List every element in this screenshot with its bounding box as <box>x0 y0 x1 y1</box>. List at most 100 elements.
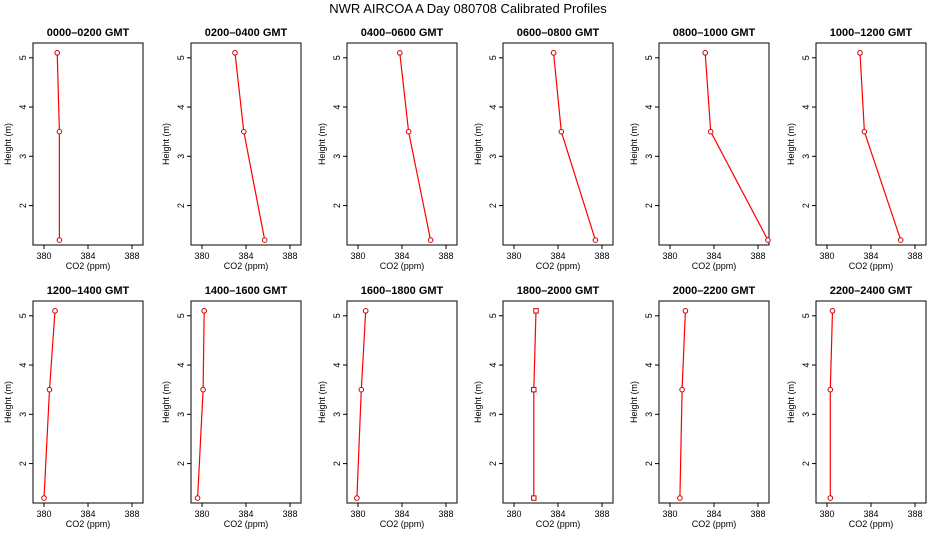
y-axis-label: Height (m) <box>161 123 171 165</box>
y-tick-label: 2 <box>644 461 654 466</box>
y-tick-label: 2 <box>488 203 498 208</box>
x-tick-label: 388 <box>907 509 922 519</box>
x-axis-label: CO2 (ppm) <box>536 519 581 529</box>
panel-11: 2000–2200 GMT 380 384 388 2 3 4 5 CO2 (ppm) Heigh… <box>629 285 770 529</box>
data-point <box>41 495 47 501</box>
panel-9: 1600–1800 GMT 380 384 388 2 3 4 5 CO2 (ppm) Heigh… <box>317 285 458 529</box>
panel-title: 0800–1000 GMT <box>673 27 756 39</box>
y-tick-label: 4 <box>801 363 811 368</box>
y-axis-label: Height (m) <box>786 123 796 165</box>
data-point <box>427 237 434 243</box>
x-tick-label: 384 <box>238 509 253 519</box>
x-axis-label: CO2 (ppm) <box>224 519 269 529</box>
data-point <box>201 308 207 314</box>
panel-title: 2200–2400 GMT <box>830 285 913 297</box>
y-tick-label: 4 <box>18 363 28 368</box>
x-tick-label: 388 <box>594 509 609 519</box>
x-axis-label: CO2 (ppm) <box>849 519 894 529</box>
plot-frame <box>658 42 770 246</box>
x-tick-label: 384 <box>394 251 409 261</box>
y-tick-label: 3 <box>644 412 654 417</box>
y-tick-label: 3 <box>644 154 654 159</box>
data-point <box>702 50 709 56</box>
profile-line <box>679 310 686 499</box>
panel-10: 1800–2000 GMT 380 384 388 2 3 4 5 CO2 (ppm) Heigh… <box>473 285 614 529</box>
y-tick-label: 2 <box>644 203 654 208</box>
x-tick-label: 388 <box>282 509 297 519</box>
data-point <box>861 128 868 135</box>
plot-frame <box>658 300 770 504</box>
data-point <box>531 495 537 501</box>
data-point <box>679 386 685 393</box>
data-point <box>362 308 369 314</box>
y-tick-label: 5 <box>644 55 654 60</box>
y-tick-label: 2 <box>18 203 28 208</box>
x-axis-label: CO2 (ppm) <box>380 261 425 271</box>
y-tick-label: 2 <box>176 461 186 466</box>
x-tick-label: 384 <box>863 251 878 261</box>
y-axis-label: Height (m) <box>629 123 639 165</box>
x-tick-label: 384 <box>550 509 565 519</box>
y-axis-label: Height (m) <box>473 381 483 423</box>
x-tick-label: 380 <box>350 251 365 261</box>
data-point <box>827 495 834 501</box>
y-tick-label: 3 <box>332 154 342 159</box>
y-tick-label: 4 <box>488 105 498 110</box>
x-axis-label: CO2 (ppm) <box>380 519 425 529</box>
x-axis-label: CO2 (ppm) <box>66 261 111 271</box>
y-tick-label: 2 <box>801 461 811 466</box>
data-point <box>54 50 61 56</box>
x-tick-label: 380 <box>506 251 521 261</box>
x-axis-label: CO2 (ppm) <box>224 261 269 271</box>
y-tick-label: 5 <box>488 313 498 318</box>
data-point <box>829 308 836 314</box>
x-tick-label: 388 <box>907 251 922 261</box>
panel-1: 0000–0200 GMT 380 384 388 2 3 4 5 CO2 (ppm) Heigh… <box>3 27 144 271</box>
panel-3: 0400–0600 GMT 380 384 388 2 3 4 5 CO2 (ppm) Heigh… <box>317 27 458 271</box>
panel-12: 2200–2400 GMT 380 384 388 2 3 4 5 CO2 (ppm) Heigh… <box>786 285 927 529</box>
y-tick-label: 3 <box>801 154 811 159</box>
profile-line <box>356 310 367 499</box>
x-tick-label: 388 <box>124 251 139 261</box>
data-point <box>533 308 539 314</box>
y-tick-label: 5 <box>18 313 28 318</box>
data-point <box>241 128 247 135</box>
x-tick-label: 384 <box>706 509 721 519</box>
x-tick-label: 380 <box>506 509 521 519</box>
x-axis-label: CO2 (ppm) <box>692 261 737 271</box>
y-tick-label: 5 <box>176 55 186 60</box>
x-tick-label: 384 <box>238 251 253 261</box>
panel-title: 0600–0800 GMT <box>517 27 600 39</box>
x-tick-label: 380 <box>36 509 51 519</box>
data-point <box>531 386 537 393</box>
y-axis-label: Height (m) <box>317 381 327 423</box>
profile-line <box>56 52 61 241</box>
profile-line <box>43 310 56 499</box>
panel-5: 0800–1000 GMT 380 384 388 2 3 4 5 CO2 (ppm) Heigh… <box>629 27 771 271</box>
panel-title: 0000–0200 GMT <box>47 27 130 39</box>
profile-line <box>553 52 596 241</box>
panel-2: 0200–0400 GMT 380 384 388 2 3 4 5 CO2 (ppm) Heigh… <box>161 27 302 271</box>
x-tick-label: 388 <box>594 251 609 261</box>
x-axis-label: CO2 (ppm) <box>66 519 111 529</box>
data-point <box>558 128 565 135</box>
y-tick-label: 5 <box>488 55 498 60</box>
y-axis-label: Height (m) <box>161 381 171 423</box>
x-tick-label: 380 <box>350 509 365 519</box>
x-tick-label: 384 <box>80 509 95 519</box>
x-tick-label: 388 <box>750 509 765 519</box>
data-point <box>232 50 238 56</box>
y-tick-label: 5 <box>18 55 28 60</box>
y-tick-label: 3 <box>18 154 28 159</box>
data-point <box>200 386 206 393</box>
y-tick-label: 2 <box>332 203 342 208</box>
panel-title: 2000–2200 GMT <box>673 285 756 297</box>
panel-title: 0400–0600 GMT <box>361 27 444 39</box>
data-point <box>765 237 771 243</box>
y-tick-label: 5 <box>801 313 811 318</box>
profile-line <box>533 310 537 499</box>
data-point <box>897 237 904 243</box>
panel-8: 1400–1600 GMT 380 384 388 2 3 4 5 CO2 (ppm) Heigh… <box>161 285 302 529</box>
panel-title: 1600–1800 GMT <box>361 285 444 297</box>
x-tick-label: 380 <box>819 251 834 261</box>
